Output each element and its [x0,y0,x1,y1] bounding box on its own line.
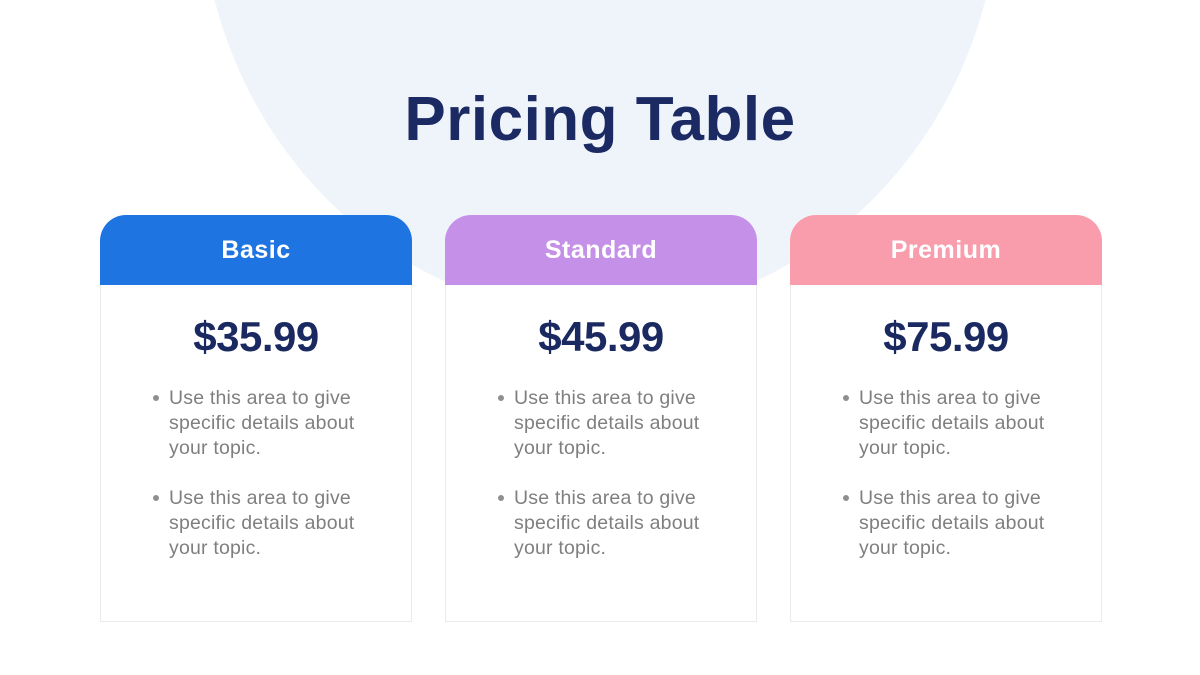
pricing-card-basic: Basic $35.99 Use this area to give speci… [100,215,412,622]
feature-list: Use this area to give specific details a… [101,386,411,561]
pricing-card-premium: Premium $75.99 Use this area to give spe… [790,215,1102,622]
pricing-cards-row: Basic $35.99 Use this area to give speci… [100,215,1102,622]
plan-name-label: Basic [221,235,291,264]
price-label: $45.99 [538,313,664,360]
pricing-card-standard: Standard $45.99 Use this area to give sp… [445,215,757,622]
feature-item: Use this area to give specific details a… [496,486,706,561]
feature-item: Use this area to give specific details a… [151,386,361,461]
feature-list: Use this area to give specific details a… [791,386,1101,561]
plan-body-standard: $45.99 Use this area to give specific de… [445,285,757,622]
feature-item: Use this area to give specific details a… [841,386,1051,461]
page-title: Pricing Table [404,85,796,154]
feature-item: Use this area to give specific details a… [841,486,1051,561]
plan-header-basic: Basic [100,215,412,285]
plan-header-premium: Premium [790,215,1102,285]
plan-name-label: Premium [890,235,1002,264]
price-label: $75.99 [883,313,1009,360]
feature-list: Use this area to give specific details a… [446,386,756,561]
price-label: $35.99 [193,313,319,360]
plan-header-standard: Standard [445,215,757,285]
plan-body-basic: $35.99 Use this area to give specific de… [100,285,412,622]
plan-name-label: Standard [544,235,658,264]
plan-body-premium: $75.99 Use this area to give specific de… [790,285,1102,622]
feature-item: Use this area to give specific details a… [496,386,706,461]
feature-item: Use this area to give specific details a… [151,486,361,561]
